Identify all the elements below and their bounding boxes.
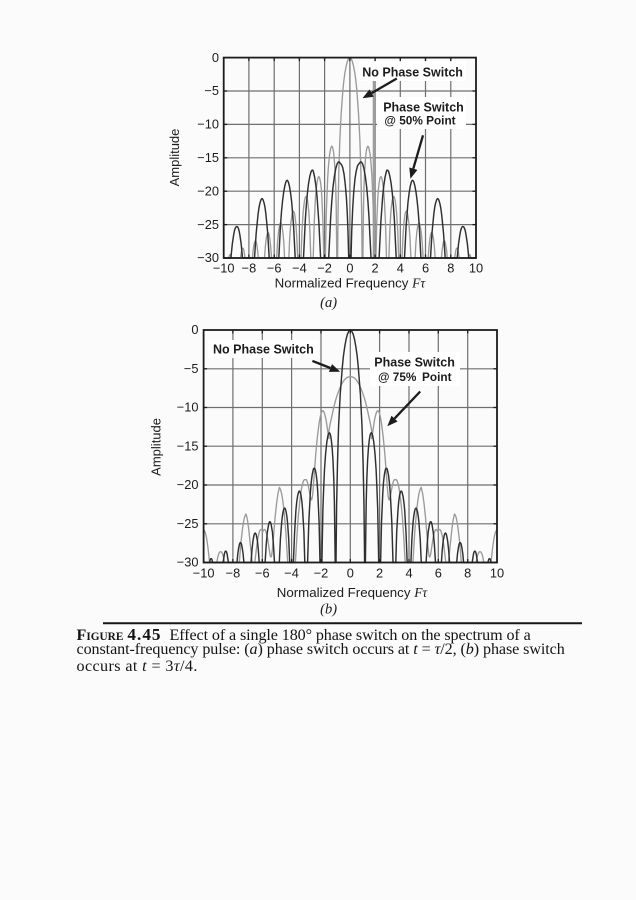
svg-text:Normalized Frequency Fτ: Normalized Frequency Fτ [277,585,429,600]
svg-text:−30: −30 [197,250,219,265]
svg-text:0: 0 [212,50,219,65]
svg-text:(b): (b) [320,602,337,618]
svg-text:2: 2 [376,566,383,581]
svg-text:−2: −2 [317,261,332,276]
svg-text:No Phase Switch: No Phase Switch [213,343,314,357]
svg-text:10: 10 [490,566,504,581]
svg-text:Phase Switch: Phase Switch [383,100,464,114]
svg-text:−20: −20 [197,183,219,198]
svg-text:−4: −4 [284,566,299,581]
svg-text:10: 10 [469,261,483,276]
svg-text:−8: −8 [226,566,241,581]
svg-text:−5: −5 [204,83,219,98]
svg-text:0: 0 [346,261,353,276]
svg-text:−25: −25 [197,217,219,232]
svg-text:−15: −15 [197,150,219,165]
svg-text:6: 6 [422,261,429,276]
svg-text:2: 2 [372,261,379,276]
svg-text:−10: −10 [177,400,199,415]
svg-text:−20: −20 [177,477,199,492]
svg-text:0: 0 [191,322,198,337]
svg-text:Amplitude: Amplitude [148,418,163,476]
svg-text:8: 8 [447,261,454,276]
svg-text:0: 0 [347,566,354,581]
svg-text:Amplitude: Amplitude [167,129,182,187]
svg-text:8: 8 [464,566,471,581]
svg-text:−4: −4 [292,261,307,276]
svg-text:No Phase Switch: No Phase Switch [362,65,463,79]
svg-text:−15: −15 [177,438,199,453]
svg-text:Phase Switch: Phase Switch [374,356,455,370]
svg-text:@ 75% Point: @ 75% Point [378,370,452,384]
svg-text:4: 4 [405,566,412,581]
svg-text:Normalized Frequency Fτ: Normalized Frequency Fτ [275,276,427,291]
svg-text:4: 4 [397,261,404,276]
svg-text:−8: −8 [242,261,257,276]
svg-text:−5: −5 [184,361,199,376]
svg-text:(a): (a) [320,295,337,311]
svg-text:@ 50% Point: @ 50% Point [384,113,455,127]
svg-text:−2: −2 [314,566,329,581]
svg-text:−6: −6 [267,261,282,276]
svg-text:−30: −30 [177,555,199,570]
svg-text:6: 6 [435,566,442,581]
svg-text:−10: −10 [197,117,219,132]
svg-text:−6: −6 [255,566,270,581]
svg-text:−10: −10 [193,566,215,581]
svg-text:−25: −25 [177,516,199,531]
svg-text:−10: −10 [213,261,235,276]
